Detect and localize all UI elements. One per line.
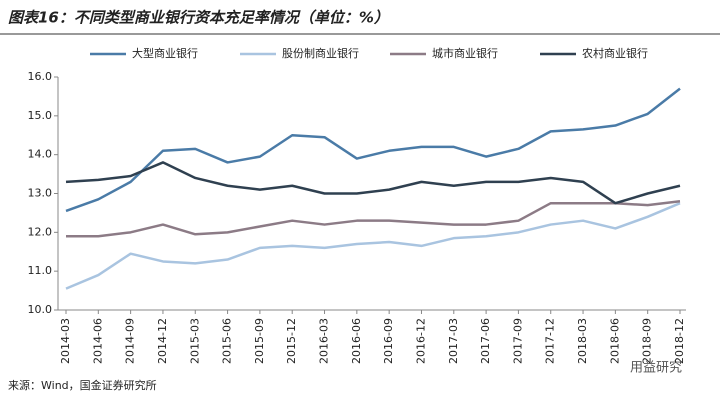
x-tick-label: 2018-06 (608, 318, 621, 364)
y-tick-label: 15.0 (28, 109, 53, 122)
legend-label: 大型商业银行 (132, 46, 198, 60)
line-series (65, 202, 681, 290)
legend-label: 股份制商业银行 (282, 46, 359, 60)
y-tick-label: 16.0 (28, 70, 53, 83)
y-tick-label: 14.0 (28, 148, 53, 161)
x-tick-label: 2016-03 (318, 318, 331, 364)
x-tick-label: 2014-06 (91, 318, 104, 364)
x-tick-label: 2015-09 (253, 318, 266, 364)
x-tick-label: 2015-12 (285, 318, 298, 364)
x-tick-label: 2014-03 (59, 318, 72, 364)
x-tick-label: 2017-09 (511, 318, 524, 364)
x-tick-label: 2017-12 (544, 318, 557, 364)
y-tick-label: 13.0 (28, 187, 53, 200)
watermark: 用益研究 (630, 361, 682, 376)
x-tick-label: 2018-03 (576, 318, 589, 364)
x-tick-label: 2016-12 (414, 318, 427, 364)
x-tick-label: 2016-09 (382, 318, 395, 364)
y-tick-label: 11.0 (28, 264, 53, 277)
source-note: 来源：Wind，国金证券研究所 (8, 378, 157, 392)
line-series (65, 87, 681, 213)
x-tick-label: 2018-12 (673, 318, 686, 364)
chart-title: 图表16：不同类型商业银行资本充足率情况（单位：%） (8, 9, 389, 27)
x-tick-label: 2017-06 (479, 318, 492, 364)
y-tick-label: 10.0 (28, 303, 53, 316)
legend-label: 农村商业银行 (582, 46, 648, 60)
legend-label: 城市商业银行 (432, 46, 498, 60)
x-tick-label: 2017-03 (447, 318, 460, 364)
x-tick-label: 2014-12 (156, 318, 169, 364)
x-tick-label: 2015-06 (221, 318, 234, 364)
line-series (65, 161, 681, 205)
x-tick-label: 2014-09 (124, 318, 137, 364)
x-tick-label: 2018-09 (641, 318, 654, 364)
line-series (66, 200, 681, 238)
x-tick-label: 2016-06 (350, 318, 363, 364)
y-tick-label: 12.0 (28, 225, 53, 238)
x-tick-label: 2015-03 (188, 318, 201, 364)
